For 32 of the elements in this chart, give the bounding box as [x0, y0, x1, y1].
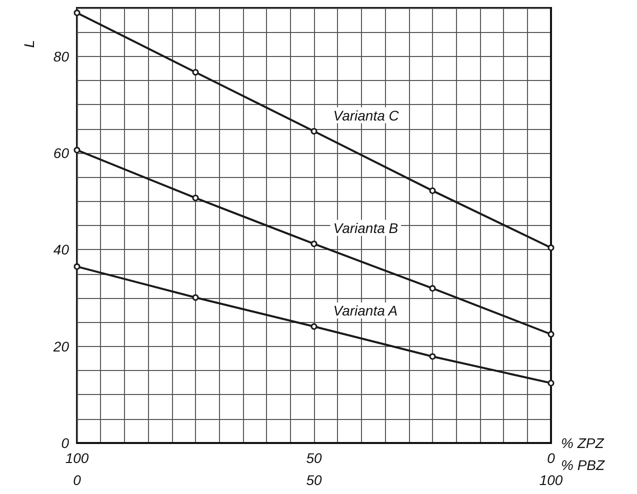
point [310, 240, 318, 248]
y-tick-label: 20 [52, 338, 70, 354]
y-tick-label: 80 [53, 48, 70, 64]
point [74, 263, 80, 270]
x-tick-label: 100 [65, 450, 89, 466]
point [74, 146, 80, 154]
x-tick-label: 0 [547, 450, 556, 466]
series-label: Varianta B [333, 220, 398, 236]
x-tick-label: 50 [306, 450, 322, 466]
y-tick-label: 40 [53, 242, 70, 258]
point [548, 331, 554, 338]
point [192, 194, 199, 202]
x-axis-title: % ZPZ [561, 435, 604, 451]
y-tick-label: 0 [61, 435, 70, 451]
point [548, 380, 554, 386]
x2-tick-label: 0 [73, 472, 82, 488]
x2-tick-label: 100 [539, 472, 563, 488]
point [192, 69, 199, 76]
y-tick-label: 60 [53, 145, 70, 161]
point [429, 285, 436, 292]
point [429, 187, 436, 194]
point [310, 323, 318, 330]
x2-tick-label: 50 [306, 472, 322, 488]
x2-axis-title: % PBZ [561, 457, 606, 473]
point [429, 353, 436, 360]
y-axis-title: L [21, 40, 37, 48]
series-label: Varianta A [333, 302, 398, 319]
point [192, 294, 199, 301]
point [310, 128, 318, 134]
point [74, 10, 80, 16]
series-label: Varianta C [333, 107, 400, 124]
point [548, 244, 554, 251]
